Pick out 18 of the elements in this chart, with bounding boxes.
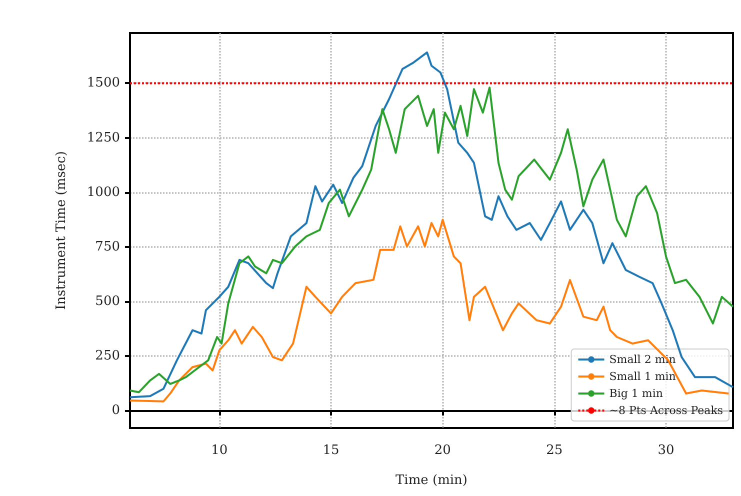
- x-tick-label: 10: [211, 443, 228, 458]
- x-axis-title: Time (min): [396, 473, 468, 488]
- y-tick-label: 750: [95, 239, 120, 254]
- legend-label: Small 1 min: [609, 370, 676, 383]
- x-tick-label: 30: [658, 443, 674, 458]
- y-tick-label: 0: [112, 403, 120, 418]
- line-series: [129, 218, 730, 402]
- x-tick-label: 15: [322, 443, 340, 458]
- legend-label: Big 1 min: [609, 387, 663, 400]
- y-tick-label: 500: [95, 294, 120, 309]
- legend-label: ~8 Pts Across Peaks: [609, 404, 724, 417]
- x-tick-label: 20: [434, 443, 451, 458]
- x-tick-label: 25: [546, 443, 563, 458]
- y-axis-title: Instrument Time (msec): [54, 151, 69, 310]
- y-tick-label: 1500: [86, 76, 120, 91]
- y-tick-label: 1000: [86, 184, 120, 200]
- y-tick-label: 1250: [86, 130, 120, 146]
- y-tick-label: 250: [95, 348, 120, 364]
